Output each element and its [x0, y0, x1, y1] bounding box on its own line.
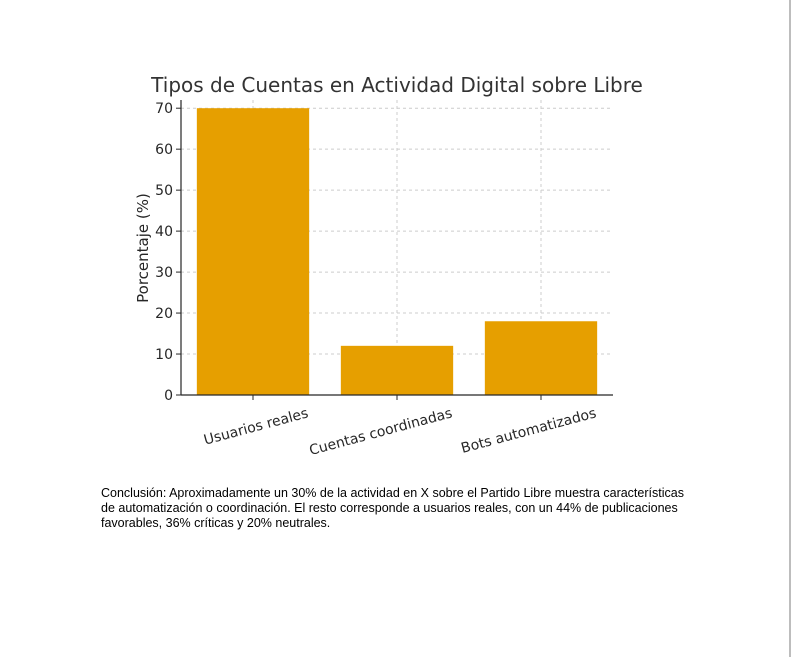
y-tick-label: 10	[155, 347, 173, 363]
y-tick-label: 50	[155, 183, 173, 199]
bar	[340, 345, 454, 395]
y-axis-label: Porcentaje (%)	[134, 193, 152, 303]
y-tick-label: 60	[155, 142, 173, 158]
chart-title: Tipos de Cuentas en Actividad Digital so…	[150, 73, 643, 97]
axes	[176, 100, 613, 400]
x-tick-label: Bots automatizados	[459, 405, 598, 456]
y-tick-labels: 0 10 20 30 40 50 60 70	[155, 101, 173, 404]
y-tick-label: 40	[155, 224, 173, 240]
bars	[196, 108, 598, 395]
y-tick-label: 20	[155, 306, 173, 322]
bar-chart: Tipos de Cuentas en Actividad Digital so…	[134, 73, 643, 459]
bar	[196, 108, 310, 395]
bar	[484, 321, 598, 395]
conclusion-text: Conclusión: Aproximadamente un 30% de la…	[101, 486, 684, 530]
x-tick-label: Usuarios reales	[202, 405, 310, 448]
y-tick-label: 30	[155, 265, 173, 281]
y-tick-label: 70	[155, 101, 173, 117]
x-tick-label: Cuentas coordinadas	[308, 405, 454, 459]
y-tick-label: 0	[164, 388, 173, 404]
page-edge	[789, 0, 791, 657]
